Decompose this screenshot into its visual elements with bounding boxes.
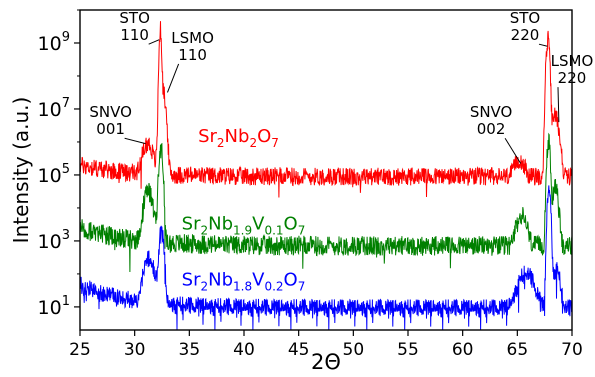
x-tick-label: 45 — [288, 340, 310, 360]
x-tick-label: 55 — [397, 340, 419, 360]
axis-layer: 25 30 35 40 45 50 55 60 65 70 101 103 105 107 109 — [38, 9, 583, 360]
y-tick-label: 109 — [38, 30, 70, 55]
x-tick-label: 50 — [343, 340, 365, 360]
peak-annotation: SNVO 001 — [89, 103, 132, 138]
series-label-1: Sr2Nb2O7 — [198, 126, 279, 150]
y-tick-label: 103 — [38, 228, 70, 253]
x-tick-label: 60 — [452, 340, 474, 360]
peak-annotation: SNVO 002 — [470, 103, 513, 138]
x-tick-label: 30 — [124, 340, 146, 360]
series-line-2 — [79, 132, 573, 273]
x-tick-label: 25 — [69, 340, 91, 360]
annotation-pointer — [167, 63, 180, 93]
plot-frame — [79, 9, 573, 331]
annotation-pointer — [504, 137, 522, 164]
series-line-1 — [79, 21, 573, 198]
series-label-3: Sr2Nb1.8V0.2O7 — [182, 269, 306, 293]
peak-annotation: STO 110 — [119, 9, 150, 44]
x-tick-label: 35 — [179, 340, 201, 360]
y-axis-label: Intensity (a.u.) — [9, 97, 33, 244]
annotation-pointer — [538, 43, 548, 47]
annotation-pointer — [148, 39, 160, 45]
y-tick-label: 105 — [38, 162, 70, 187]
x-tick-label: 40 — [233, 340, 255, 360]
x-axis-label: 2Θ — [311, 350, 341, 374]
annotation-pointer — [557, 87, 560, 123]
series-label-2: Sr2Nb1.9V0.1O7 — [182, 213, 306, 237]
series-layer: Sr2Nb2O7 Sr2Nb1.9V0.1O7 Sr2Nb1.8V0.2O7 — [79, 21, 573, 331]
peak-annotation: LSMO 110 — [171, 29, 214, 64]
x-tick-label: 65 — [507, 340, 529, 360]
y-tick-label: 101 — [38, 294, 70, 319]
y-tick-label: 107 — [38, 96, 70, 121]
series-line-3 — [79, 185, 573, 331]
x-tick-label: 70 — [561, 340, 583, 360]
peak-annotation: STO 220 — [510, 9, 541, 44]
annotation-pointer — [124, 137, 146, 145]
